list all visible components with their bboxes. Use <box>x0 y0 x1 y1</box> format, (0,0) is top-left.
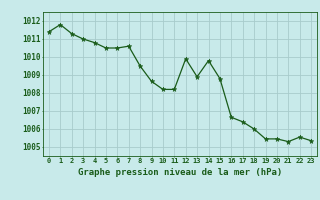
X-axis label: Graphe pression niveau de la mer (hPa): Graphe pression niveau de la mer (hPa) <box>78 168 282 177</box>
